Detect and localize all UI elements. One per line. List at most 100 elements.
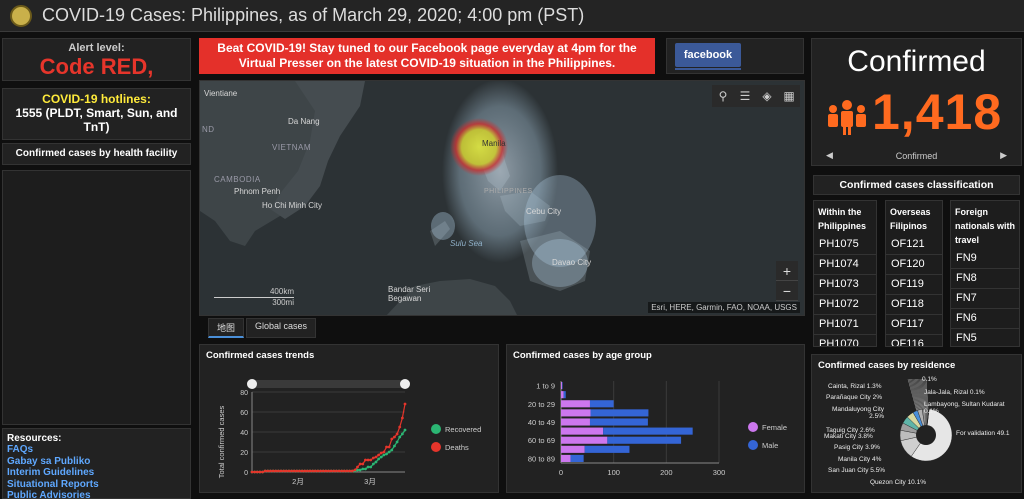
residence-label-0: For validation 49.1	[956, 430, 1010, 437]
map-tabs: 地图 Global cases	[208, 318, 318, 338]
data-point-deaths	[345, 469, 349, 473]
hotlines-value: 1555 (PLDT, Smart, Sun, and TnT)	[15, 106, 178, 134]
bar-male	[607, 436, 682, 444]
qr-icon[interactable]: ▦	[778, 85, 800, 107]
list-item[interactable]: PH1072	[814, 295, 876, 315]
layers-icon[interactable]: ◈	[756, 85, 778, 107]
residence-label-11: Jala-Jala, Rizal 0.1%	[924, 389, 985, 396]
link-interim-guidelines[interactable]: Interim Guidelines	[7, 467, 95, 478]
data-point-deaths	[295, 469, 299, 473]
data-point-deaths	[290, 469, 293, 473]
legend-label-recovered: Recovered	[445, 425, 481, 434]
overseas-filipinos-list[interactable]: Overseas Filipinos OF121 OF120 OF119 OF1…	[885, 200, 943, 347]
trends-chart[interactable]: 0 20 40 60 80 Total confirmed cases 2月 3月 Recove…	[200, 345, 498, 492]
bar-female	[561, 454, 571, 462]
list-item[interactable]: FN5	[951, 329, 1019, 346]
list-item[interactable]: PH1073	[814, 275, 876, 295]
confirmed-label: Confirmed	[847, 45, 986, 78]
list-item[interactable]: OF119	[886, 275, 942, 295]
zoom-in-button[interactable]: +	[776, 261, 798, 281]
list-item[interactable]: OF120	[886, 255, 942, 275]
list-item[interactable]: OF117	[886, 315, 942, 335]
bar-female	[561, 382, 563, 390]
link-faqs[interactable]: FAQs	[7, 444, 34, 455]
data-point-deaths	[261, 470, 264, 474]
link-gabay[interactable]: Gabay sa Publiko	[7, 455, 91, 467]
search-icon[interactable]: ⚲	[712, 85, 734, 107]
cases-map[interactable]: Vientiane Da Nang VIETNAM ND CAMBODIA Ph…	[199, 80, 805, 316]
app-header: COVID-19 Cases: Philippines, as of March…	[0, 0, 1024, 32]
bar-female	[561, 400, 590, 408]
map-label-davao: Davao City	[552, 258, 592, 267]
x-tick-label: 2月	[292, 477, 304, 486]
data-point-deaths	[385, 445, 388, 449]
data-point-deaths	[303, 469, 307, 473]
agegroup-chart[interactable]: 0 100 200 300 1 to 9 20 to 29 40 to 49 60 to 69…	[507, 345, 804, 492]
facility-list[interactable]	[2, 170, 191, 425]
tab-map[interactable]: 地图	[208, 318, 245, 338]
data-point-deaths	[377, 453, 381, 457]
data-point-deaths	[308, 469, 312, 473]
legend-swatch-male	[748, 440, 758, 450]
data-point-deaths	[266, 469, 270, 473]
data-point-deaths	[255, 470, 259, 474]
legend-swatch-recovered	[431, 424, 441, 434]
list-item[interactable]: OF116	[886, 335, 942, 346]
legend-label-female: Female	[762, 423, 787, 432]
list-item[interactable]: OF121	[886, 235, 942, 255]
map-label-phnompenh: Phnom Penh	[234, 187, 281, 196]
x-tick-label: 0	[559, 468, 563, 477]
data-point-deaths	[279, 469, 283, 473]
confirmed-panel: Confirmed 1,418 ◀ Confirmed ▶	[811, 38, 1022, 166]
data-point-deaths	[258, 470, 262, 474]
data-point-deaths	[353, 468, 357, 472]
list-item[interactable]: FN6	[951, 309, 1019, 329]
list-item[interactable]: PH1074	[814, 255, 876, 275]
facebook-button[interactable]: facebook	[675, 43, 741, 67]
list-item[interactable]: FN7	[951, 289, 1019, 309]
residence-panel: Confirmed cases by residence 0.1% Cainta…	[811, 354, 1022, 493]
link-public-advisories[interactable]: Public Advisories	[7, 490, 91, 499]
next-arrow-icon[interactable]: ▶	[1000, 150, 1007, 160]
data-point-deaths	[350, 469, 354, 473]
x-tick-label: 100	[607, 468, 620, 477]
link-situational-reports[interactable]: Situational Reports	[7, 478, 99, 490]
map-label-danang: Da Nang	[288, 117, 320, 126]
data-point-deaths	[284, 469, 288, 473]
map-label-bandar: Bandar Seri Begawan	[388, 285, 431, 303]
within-philippines-list[interactable]: Within the Philippines PH1075 PH1074 PH1…	[813, 200, 877, 347]
list-icon[interactable]: ☰	[734, 85, 756, 107]
pie-hole	[916, 425, 936, 445]
overseas-filipinos-header: Overseas Filipinos	[890, 207, 931, 231]
list-item[interactable]: OF118	[886, 295, 942, 315]
scale-mi: 300mi	[272, 298, 294, 307]
y-tick-label: 60	[240, 410, 248, 417]
zoom-out-button[interactable]: −	[776, 281, 798, 301]
prev-arrow-icon[interactable]: ◀	[826, 150, 833, 160]
map-canvas[interactable]	[200, 81, 805, 316]
foreign-nationals-list[interactable]: Foreign nationals with travel FN9 FN8 FN…	[950, 200, 1020, 347]
list-item[interactable]: PH1075	[814, 235, 876, 255]
residence-pie[interactable]	[812, 355, 1021, 492]
list-item[interactable]: PH1071	[814, 315, 876, 335]
data-point-deaths	[332, 469, 336, 473]
data-point-deaths	[282, 469, 286, 473]
hotlines-label: COVID-19 hotlines:	[42, 92, 151, 106]
legend-label-male: Male	[762, 441, 778, 450]
data-point-deaths	[403, 402, 407, 406]
range-slider-track	[252, 380, 405, 388]
list-item[interactable]: PH1070	[814, 335, 876, 346]
tab-global-cases[interactable]: Global cases	[246, 318, 317, 338]
agegroup-title: Confirmed cases by age group	[513, 350, 652, 361]
data-point-deaths	[393, 435, 396, 439]
list-item[interactable]: FN9	[951, 249, 1019, 269]
y-tick-label: 20	[240, 450, 248, 457]
resources-panel: Resources: FAQs Gabay sa Publiko Interim…	[2, 428, 191, 499]
hotlines-panel: COVID-19 hotlines: 1555 (PLDT, Smart, Su…	[2, 88, 191, 140]
data-point-deaths	[337, 469, 341, 473]
data-point-deaths	[300, 469, 304, 473]
list-item[interactable]: FN8	[951, 269, 1019, 289]
data-point-recovered	[398, 435, 402, 439]
trends-title: Confirmed cases trends	[206, 350, 315, 361]
